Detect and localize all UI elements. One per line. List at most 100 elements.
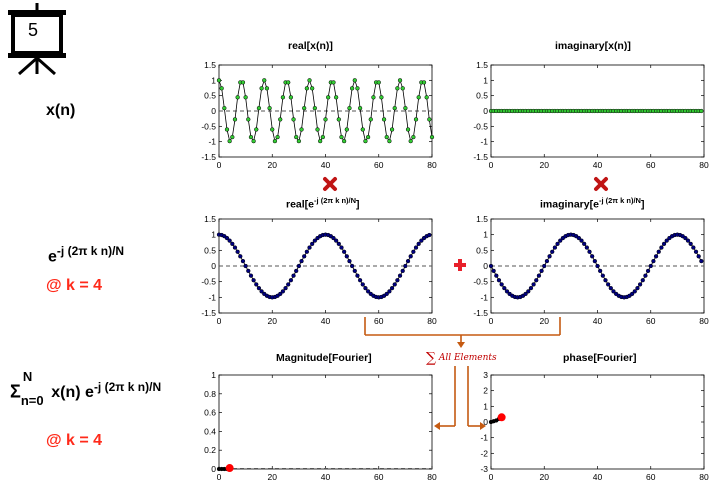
plot-p1: 1.510.50-0.5-1-1.50 20 40 60 80: [201, 60, 437, 170]
y-tick-label: 1: [483, 230, 488, 240]
data-point: [334, 238, 339, 243]
data-point: [365, 134, 371, 140]
plus-bar: [458, 259, 462, 271]
data-point: [387, 138, 392, 144]
title-real-kernel-a: real[e: [286, 198, 315, 211]
data-point: [656, 249, 661, 254]
plus-icon: [454, 259, 466, 271]
data-point: [254, 127, 259, 132]
x-tick-label: 40: [321, 160, 331, 170]
data-point: [411, 134, 416, 140]
data-point: [216, 78, 222, 83]
data-point: [629, 291, 635, 297]
data-point: [240, 80, 246, 85]
x-tick-label: 20: [268, 316, 278, 326]
data-point: [219, 86, 224, 91]
data-point: [411, 249, 416, 254]
data-point: [494, 273, 499, 278]
y-tick-label: 1: [211, 370, 216, 380]
data-point: [256, 105, 262, 111]
data-point: [542, 263, 547, 269]
data-point: [496, 278, 502, 283]
title-real-kernel-b: ]: [356, 198, 360, 211]
data-point: [232, 117, 238, 122]
data-point: [291, 273, 296, 278]
data-point: [248, 134, 254, 140]
data-point: [336, 241, 341, 246]
x-tick-label: 0: [489, 316, 494, 326]
data-point: [651, 258, 656, 264]
multiply-icon: [594, 177, 608, 191]
y-tick-label: -1.5: [473, 152, 488, 162]
data-point: [331, 80, 336, 85]
multiply-icon: [323, 177, 337, 191]
data-point: [526, 289, 531, 294]
k-note-1: @ k = 4: [46, 277, 103, 294]
data-point: [230, 241, 235, 246]
x-tick-label: 0: [489, 472, 494, 482]
title-real-kernel-exp: -j (2π k n)/N: [314, 196, 357, 205]
data-point: [640, 278, 645, 283]
data-point: [691, 245, 696, 250]
data-point: [334, 95, 339, 100]
data-point: [286, 80, 291, 85]
data-point: [280, 95, 286, 100]
sum-body-exponent: -j (2π k n)/N: [93, 380, 162, 394]
x-tick-label: 60: [646, 316, 656, 326]
data-point: [400, 86, 405, 91]
plot-frame: [490, 374, 705, 470]
data-point: [288, 278, 294, 283]
x-tick-label: 40: [321, 472, 331, 482]
data-point: [243, 263, 248, 269]
x-tick-label: 20: [540, 472, 550, 482]
data-point: [264, 86, 270, 91]
data-point: [688, 241, 693, 246]
data-point: [360, 282, 365, 287]
sum-symbol: ∑: [426, 350, 436, 366]
data-point: [664, 238, 669, 243]
data-point: [304, 86, 310, 91]
title-imag-kernel-a: imaginary[e: [540, 198, 599, 211]
data-point: [259, 289, 264, 294]
plot-title-imag-kernel: imaginary[e-j (2π k n)/N]: [540, 196, 644, 211]
y-tick-label: 0.4: [204, 426, 216, 436]
y-tick-label: 0.8: [204, 389, 216, 399]
x-tick-label: 0: [217, 160, 222, 170]
data-point: [576, 235, 582, 241]
data-point: [598, 268, 603, 274]
y-tick-label: 3: [483, 370, 488, 380]
x-tick-label: 60: [374, 316, 384, 326]
data-point: [384, 291, 389, 297]
data-point: [544, 258, 550, 264]
data-point: [429, 134, 435, 140]
data-point: [336, 117, 341, 122]
data-point: [550, 249, 555, 254]
data-point: [344, 254, 349, 259]
title-imag-kernel-b: ]: [640, 198, 645, 211]
data-point: [288, 95, 294, 100]
data-point: [523, 291, 528, 297]
data-point: [355, 86, 360, 91]
sum-body: x(n) e: [46, 384, 94, 402]
data-point: [349, 86, 355, 91]
data-point: [558, 238, 563, 243]
data-point: [685, 238, 691, 243]
data-point: [275, 134, 280, 140]
y-tick-label: -1: [208, 292, 216, 302]
y-tick-label: 1: [483, 75, 488, 85]
data-point: [491, 268, 496, 274]
data-point: [536, 273, 542, 278]
data-point: [584, 245, 589, 250]
data-point: [611, 289, 616, 294]
k-note-2: @ k = 4: [46, 432, 103, 449]
data-point: [365, 289, 371, 294]
x-tick-label: 60: [374, 472, 384, 482]
data-point: [427, 117, 432, 122]
plot-p3: 1.510.50-0.5-1-1.50 20 40 60 80: [201, 214, 437, 326]
data-point: [381, 117, 387, 122]
data-point: [352, 78, 357, 83]
y-tick-label: -1: [480, 292, 488, 302]
data-point: [635, 286, 640, 291]
data-point: [272, 138, 278, 144]
